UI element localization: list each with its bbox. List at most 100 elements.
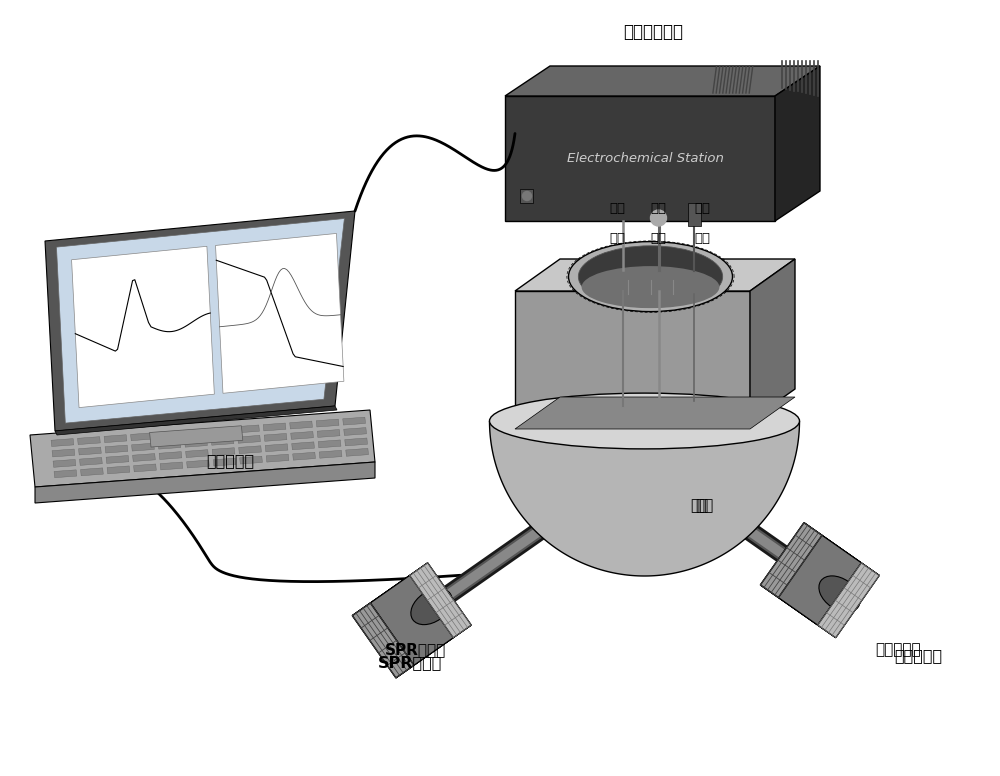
Polygon shape	[159, 452, 182, 459]
Ellipse shape	[490, 393, 800, 449]
Polygon shape	[54, 469, 77, 478]
Polygon shape	[263, 423, 286, 431]
Polygon shape	[78, 437, 100, 445]
Polygon shape	[184, 429, 206, 437]
Polygon shape	[157, 431, 180, 438]
Polygon shape	[104, 435, 127, 442]
Polygon shape	[344, 428, 366, 435]
Polygon shape	[291, 431, 313, 439]
Polygon shape	[760, 585, 836, 638]
Text: 棱镜: 棱镜	[695, 498, 714, 514]
Polygon shape	[51, 438, 74, 446]
Polygon shape	[107, 466, 130, 474]
Text: 棱镜: 棱镜	[690, 498, 709, 514]
Polygon shape	[45, 211, 355, 431]
Polygon shape	[370, 563, 471, 665]
Ellipse shape	[568, 241, 732, 312]
Polygon shape	[505, 66, 820, 96]
Polygon shape	[150, 426, 243, 447]
Polygon shape	[72, 246, 214, 407]
Text: 电极: 电极	[694, 231, 710, 244]
Ellipse shape	[411, 588, 452, 625]
Polygon shape	[53, 459, 76, 467]
Polygon shape	[213, 458, 236, 466]
Polygon shape	[56, 219, 344, 423]
Polygon shape	[343, 417, 365, 425]
Polygon shape	[35, 462, 375, 503]
Polygon shape	[688, 203, 700, 226]
Polygon shape	[240, 456, 262, 464]
Text: 参比: 参比	[650, 202, 666, 215]
Polygon shape	[211, 438, 234, 445]
Polygon shape	[515, 291, 750, 421]
Polygon shape	[804, 523, 879, 576]
Polygon shape	[80, 458, 102, 466]
Polygon shape	[212, 448, 235, 456]
Text: SPR检测器: SPR检测器	[385, 643, 446, 657]
Polygon shape	[775, 66, 820, 221]
Polygon shape	[293, 452, 315, 460]
Polygon shape	[132, 443, 154, 451]
Polygon shape	[266, 454, 289, 462]
Polygon shape	[160, 462, 183, 470]
Polygon shape	[106, 456, 129, 463]
Polygon shape	[238, 435, 260, 443]
Polygon shape	[515, 397, 795, 429]
Circle shape	[650, 210, 666, 226]
Text: 激光发射器: 激光发射器	[876, 643, 921, 657]
Polygon shape	[410, 563, 471, 638]
Text: 工作: 工作	[694, 202, 710, 215]
Text: 数据转换器: 数据转换器	[206, 453, 254, 469]
Polygon shape	[760, 523, 861, 625]
Polygon shape	[760, 523, 822, 598]
Ellipse shape	[578, 246, 723, 307]
Text: 电极: 电极	[610, 231, 626, 244]
Polygon shape	[352, 603, 414, 678]
Text: Electrochemical Station: Electrochemical Station	[567, 152, 724, 165]
Polygon shape	[319, 450, 342, 458]
Polygon shape	[818, 563, 879, 638]
Polygon shape	[490, 421, 800, 576]
Polygon shape	[216, 234, 344, 393]
Polygon shape	[134, 464, 156, 472]
Polygon shape	[237, 425, 259, 433]
Polygon shape	[750, 259, 795, 421]
Polygon shape	[352, 563, 428, 615]
Polygon shape	[158, 442, 181, 449]
Polygon shape	[316, 419, 339, 427]
Text: SPR检测器: SPR检测器	[378, 655, 443, 670]
Polygon shape	[520, 189, 533, 203]
Polygon shape	[515, 259, 795, 291]
Polygon shape	[290, 421, 312, 429]
Polygon shape	[505, 96, 775, 221]
Polygon shape	[396, 625, 471, 678]
Polygon shape	[55, 406, 337, 435]
Polygon shape	[778, 535, 879, 638]
Polygon shape	[292, 442, 314, 450]
Polygon shape	[81, 468, 103, 476]
Polygon shape	[52, 449, 75, 457]
Polygon shape	[185, 439, 207, 447]
Text: 辅助: 辅助	[610, 202, 626, 215]
Ellipse shape	[819, 576, 860, 612]
Circle shape	[522, 192, 532, 200]
Polygon shape	[133, 454, 155, 462]
Text: 激光发射器: 激光发射器	[894, 648, 943, 663]
Polygon shape	[352, 576, 453, 678]
Polygon shape	[210, 427, 233, 435]
Polygon shape	[345, 438, 367, 446]
Polygon shape	[30, 410, 375, 487]
Polygon shape	[79, 447, 101, 455]
Polygon shape	[318, 440, 341, 448]
Ellipse shape	[582, 266, 719, 308]
Polygon shape	[265, 444, 288, 452]
Text: 电极: 电极	[650, 231, 666, 244]
Polygon shape	[239, 445, 261, 454]
Polygon shape	[317, 430, 340, 438]
Text: 电化学工作站: 电化学工作站	[624, 23, 684, 41]
Polygon shape	[131, 433, 153, 441]
Polygon shape	[346, 449, 368, 456]
Polygon shape	[264, 434, 287, 442]
Polygon shape	[186, 449, 208, 458]
Polygon shape	[187, 460, 209, 468]
